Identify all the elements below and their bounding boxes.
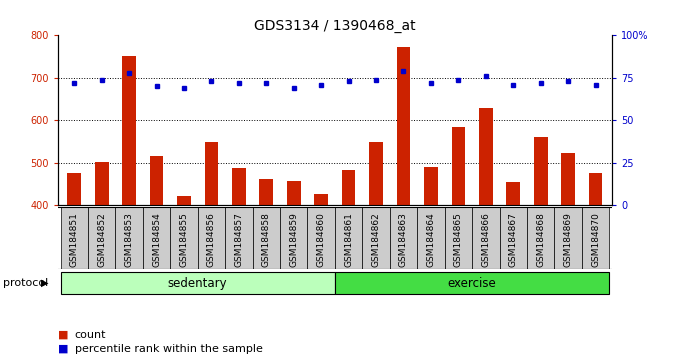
Text: count: count bbox=[75, 330, 106, 339]
Bar bbox=[260, 179, 273, 205]
Text: GSM184853: GSM184853 bbox=[124, 212, 134, 267]
Bar bbox=[95, 162, 109, 205]
Text: ■: ■ bbox=[58, 344, 68, 354]
Bar bbox=[307, 207, 335, 269]
Bar bbox=[396, 47, 410, 205]
Bar bbox=[362, 207, 390, 269]
Bar bbox=[418, 207, 445, 269]
Text: GSM184869: GSM184869 bbox=[564, 212, 573, 267]
Text: GSM184856: GSM184856 bbox=[207, 212, 216, 267]
Bar bbox=[61, 207, 88, 269]
Bar bbox=[61, 272, 335, 295]
Bar bbox=[335, 207, 362, 269]
Text: GSM184870: GSM184870 bbox=[591, 212, 600, 267]
Bar bbox=[122, 56, 136, 205]
Bar bbox=[582, 207, 609, 269]
Text: GSM184855: GSM184855 bbox=[180, 212, 188, 267]
Text: percentile rank within the sample: percentile rank within the sample bbox=[75, 344, 262, 354]
Text: GSM184868: GSM184868 bbox=[536, 212, 545, 267]
Bar bbox=[369, 142, 383, 205]
Bar bbox=[198, 207, 225, 269]
Bar bbox=[232, 168, 245, 205]
Bar bbox=[67, 173, 81, 205]
Text: GSM184858: GSM184858 bbox=[262, 212, 271, 267]
Bar bbox=[507, 182, 520, 205]
Bar bbox=[177, 195, 191, 205]
Bar bbox=[335, 272, 609, 295]
Bar bbox=[170, 207, 198, 269]
Text: ■: ■ bbox=[58, 330, 68, 339]
Text: GSM184862: GSM184862 bbox=[371, 212, 381, 267]
Text: GSM184863: GSM184863 bbox=[399, 212, 408, 267]
Bar bbox=[534, 137, 547, 205]
Bar bbox=[225, 207, 252, 269]
Bar bbox=[452, 127, 465, 205]
Bar bbox=[424, 167, 438, 205]
Bar bbox=[88, 207, 116, 269]
Text: GSM184852: GSM184852 bbox=[97, 212, 106, 267]
Bar bbox=[390, 207, 418, 269]
Bar bbox=[150, 156, 163, 205]
Bar bbox=[116, 207, 143, 269]
Text: GSM184854: GSM184854 bbox=[152, 212, 161, 267]
Text: GSM184865: GSM184865 bbox=[454, 212, 463, 267]
Bar bbox=[280, 207, 307, 269]
Text: ▶: ▶ bbox=[41, 278, 48, 288]
Text: GSM184859: GSM184859 bbox=[289, 212, 299, 267]
Text: GSM184867: GSM184867 bbox=[509, 212, 517, 267]
Bar bbox=[527, 207, 554, 269]
Text: protocol: protocol bbox=[3, 278, 49, 288]
Text: GSM184866: GSM184866 bbox=[481, 212, 490, 267]
Bar bbox=[205, 142, 218, 205]
Text: GSM184851: GSM184851 bbox=[70, 212, 79, 267]
Bar bbox=[445, 207, 472, 269]
Text: exercise: exercise bbox=[447, 277, 496, 290]
Bar bbox=[472, 207, 500, 269]
Bar bbox=[342, 170, 356, 205]
Bar bbox=[287, 181, 301, 205]
Title: GDS3134 / 1390468_at: GDS3134 / 1390468_at bbox=[254, 19, 415, 33]
Text: sedentary: sedentary bbox=[168, 277, 228, 290]
Bar bbox=[479, 108, 492, 205]
Text: GSM184864: GSM184864 bbox=[426, 212, 435, 267]
Bar bbox=[314, 194, 328, 205]
Bar bbox=[143, 207, 170, 269]
Text: GSM184860: GSM184860 bbox=[317, 212, 326, 267]
Bar bbox=[500, 207, 527, 269]
Text: GSM184857: GSM184857 bbox=[235, 212, 243, 267]
Bar bbox=[252, 207, 280, 269]
Bar bbox=[554, 207, 582, 269]
Bar bbox=[561, 153, 575, 205]
Bar bbox=[589, 173, 602, 205]
Text: GSM184861: GSM184861 bbox=[344, 212, 353, 267]
